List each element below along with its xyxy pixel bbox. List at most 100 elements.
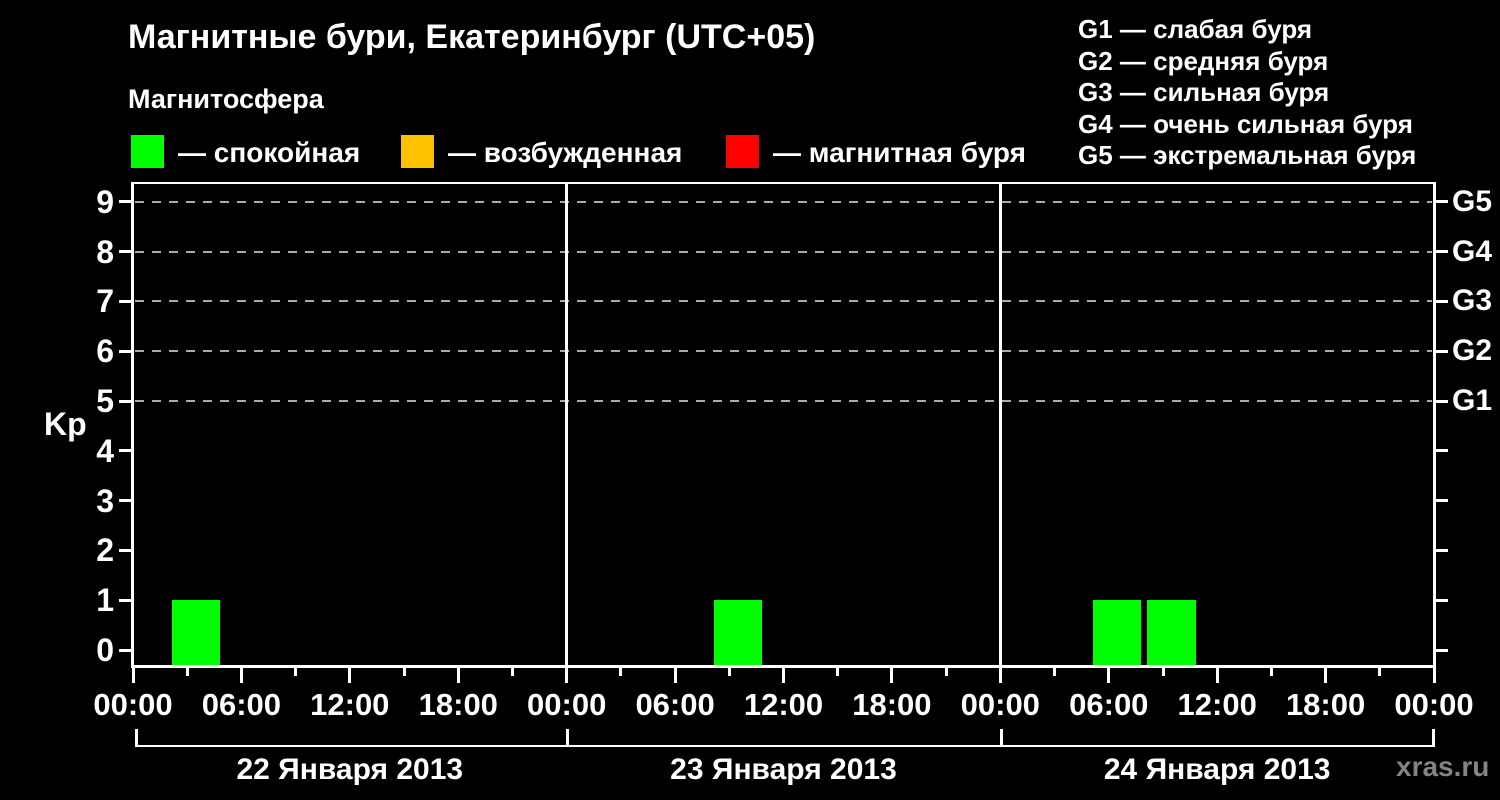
x-tick-minor [402, 667, 406, 676]
x-tick-minor [1053, 667, 1056, 676]
y-tick-left [119, 299, 131, 303]
day-divider [998, 182, 1002, 667]
legend-swatch-calm-icon [131, 135, 164, 168]
y-tick-label-0: 0 [96, 632, 114, 668]
legend-label-storm: — магнитная буря [773, 137, 1026, 168]
date-bracket-tick [134, 729, 138, 747]
y-tick-label-6: 6 [96, 333, 114, 370]
x-tick-label: 18:00 [1285, 687, 1366, 722]
date-bracket-tick [566, 729, 570, 747]
x-tick-minor [1269, 667, 1273, 676]
date-bracket-tick [999, 729, 1003, 747]
x-tick-major [1324, 667, 1328, 683]
x-tick-label: 00:00 [527, 687, 607, 722]
date-label-day1: 22 Января 2013 [236, 753, 464, 786]
grid-line-kp9 [135, 200, 1432, 203]
y-tick-left [119, 200, 131, 204]
y-tick-right [1436, 648, 1448, 652]
storm-scale-item-g4: G4 — очень сильная буря [1078, 108, 1413, 139]
legend-label-calm: — спокойная [178, 137, 361, 168]
x-tick-major [456, 667, 460, 683]
y-tick-left [119, 598, 131, 602]
y-tick-right [1436, 598, 1448, 602]
plot-frame-top [131, 182, 1436, 184]
x-tick-minor [511, 667, 514, 676]
date-label-day3: 24 Января 2013 [1103, 753, 1331, 786]
x-tick-label: 12:00 [1177, 687, 1257, 722]
x-tick-major [998, 667, 1002, 683]
kp-bar-day3-1 [1093, 600, 1142, 666]
kp-bar-day2-1 [713, 600, 762, 666]
x-tick-minor [1378, 667, 1382, 676]
x-tick-minor [185, 667, 189, 676]
y-tick-left [119, 250, 131, 254]
y-tick-right [1436, 200, 1448, 204]
y-tick-right [1436, 548, 1448, 552]
storm-scale-item-g5: G5 — экстремальная буря [1078, 140, 1417, 171]
y-tick-label-2: 2 [96, 532, 114, 569]
x-tick-label: 06:00 [635, 687, 715, 722]
storm-scale-item-g2: G2 — средняя буря [1078, 45, 1329, 76]
kp-bar-day3-2 [1147, 600, 1196, 666]
y-tick-left [119, 399, 131, 403]
y-tick-left [119, 548, 131, 552]
x-tick-major [1107, 667, 1111, 683]
grid-line-kp5 [135, 400, 1432, 402]
x-tick-major [1432, 667, 1436, 683]
x-tick-major [239, 667, 243, 683]
x-tick-major [1215, 667, 1219, 683]
x-tick-label: 18:00 [852, 687, 932, 722]
date-bracket-tick [1431, 729, 1435, 747]
magnetosphere-subtitle: Магнитосфера [128, 84, 324, 114]
legend-swatch-storm-icon [726, 135, 759, 168]
legend-swatch-excited-icon [401, 135, 434, 168]
y-tick-left [119, 449, 131, 453]
storm-scale-item-g1: G1 — слабая буря [1078, 14, 1313, 44]
x-tick-major [565, 667, 569, 683]
legend-label-excited: — возбужденная [448, 137, 683, 168]
y-tick-right [1436, 399, 1448, 403]
x-tick-label: 06:00 [201, 687, 282, 722]
right-axis-label-g3: G3 [1452, 284, 1493, 318]
page-title: Магнитные бури, Екатеринбург (UTC+05) [128, 18, 816, 56]
y-axis-title-kp: Kp [44, 406, 87, 442]
plot-frame-right [1433, 182, 1436, 668]
x-tick-label: 00:00 [93, 687, 173, 722]
x-tick-label: 18:00 [418, 687, 498, 722]
x-tick-minor [836, 667, 840, 676]
storm-scale-item-g3: G3 — сильная буря [1078, 77, 1330, 108]
y-tick-label-7: 7 [96, 283, 114, 320]
y-tick-left [119, 499, 131, 503]
x-tick-minor [294, 667, 298, 676]
date-bracket-line [135, 745, 1434, 747]
plot-frame-left [131, 182, 134, 668]
x-tick-major [890, 667, 894, 683]
y-tick-label-8: 8 [96, 233, 114, 270]
x-tick-label: 00:00 [960, 687, 1040, 722]
y-tick-label-4: 4 [96, 432, 114, 469]
grid-line-kp8 [135, 250, 1432, 253]
x-tick-major [348, 667, 352, 683]
right-axis-label-g2: G2 [1452, 334, 1493, 368]
y-tick-left [119, 648, 131, 652]
y-tick-right [1436, 349, 1448, 353]
y-tick-right [1436, 250, 1448, 254]
x-tick-label: 00:00 [1394, 687, 1474, 722]
x-tick-minor [727, 667, 731, 676]
y-tick-right [1436, 449, 1448, 453]
x-tick-minor [1161, 667, 1165, 676]
grid-line-kp6 [135, 350, 1432, 353]
x-tick-minor [619, 667, 623, 676]
y-tick-right [1436, 299, 1448, 303]
right-axis-label-g5: G5 [1452, 184, 1493, 218]
day-divider [565, 182, 569, 667]
x-tick-label: 06:00 [1069, 687, 1149, 722]
right-axis-label-g4: G4 [1452, 234, 1493, 268]
x-tick-label: 12:00 [743, 687, 824, 722]
y-tick-label-3: 3 [96, 482, 114, 519]
x-tick-major [782, 667, 785, 683]
y-tick-left [119, 349, 131, 353]
x-tick-major [131, 667, 135, 683]
x-tick-major [673, 667, 677, 683]
grid-line-kp7 [135, 300, 1432, 303]
